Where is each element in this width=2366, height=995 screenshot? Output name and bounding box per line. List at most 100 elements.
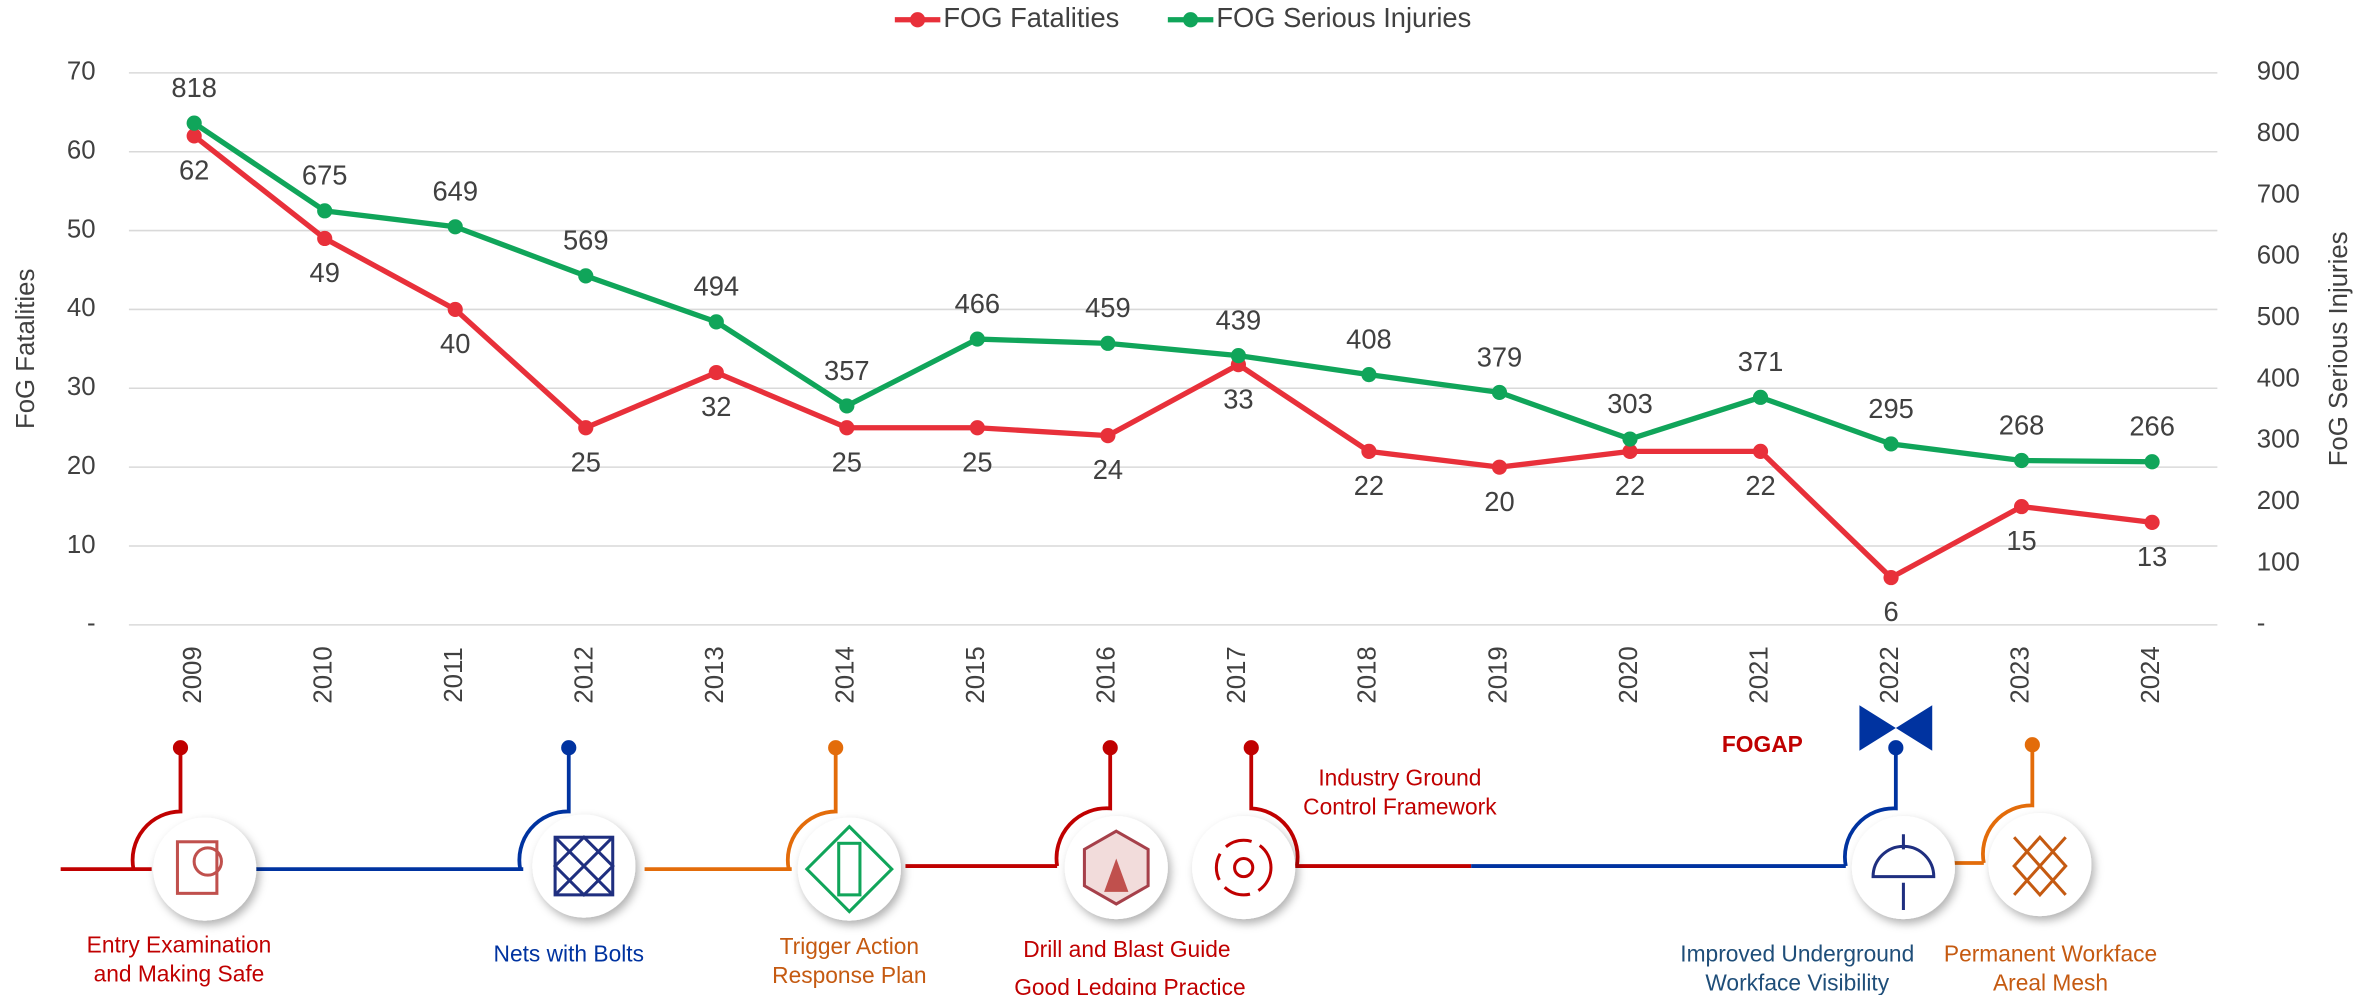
data-label: 32 <box>701 391 731 422</box>
x-tick-label: 2023 <box>2006 646 2034 703</box>
pin <box>1243 740 1259 756</box>
milestone-label: Industry Ground <box>1318 765 1481 791</box>
timeline <box>60 737 2092 921</box>
point <box>317 203 333 219</box>
point <box>1100 428 1116 444</box>
point <box>1361 367 1377 383</box>
pin <box>1888 740 1904 756</box>
milestone-label: Improved Underground <box>1680 941 1914 967</box>
data-label: 6 <box>1883 596 1898 627</box>
legend-label: FOG Fatalities <box>943 2 1119 33</box>
point <box>578 420 594 436</box>
bowtie-icon <box>1859 705 1933 751</box>
data-label: 303 <box>1607 388 1653 419</box>
pin <box>172 740 189 756</box>
y2-tick-label: 200 <box>2257 487 2300 515</box>
point <box>1230 348 1246 364</box>
x-tick-label: 2016 <box>1093 646 1121 703</box>
point <box>1622 443 1638 459</box>
y2-tick-label: 900 <box>2257 58 2300 86</box>
point <box>447 219 463 235</box>
point <box>186 115 202 131</box>
data-label: 357 <box>824 355 870 386</box>
y-axis-title: FoG Fatalities <box>12 269 40 429</box>
point <box>1752 443 1769 459</box>
connector <box>1054 747 1113 867</box>
x-tick-label: 2011 <box>440 647 468 702</box>
legend-marker <box>910 12 926 28</box>
connector <box>1843 747 1898 867</box>
point <box>708 364 724 381</box>
data-label: 24 <box>1093 454 1123 485</box>
y-tick-label: - <box>87 610 96 638</box>
series-line <box>192 120 2153 465</box>
milestone-label: Drill and Blast Guide <box>1023 936 1230 962</box>
data-label: 649 <box>432 176 478 207</box>
data-label: 466 <box>955 288 1001 319</box>
y2-tick-label: 500 <box>2257 303 2300 331</box>
data-label: 371 <box>1738 346 1784 377</box>
y2-tick-label: 800 <box>2257 119 2300 147</box>
milestone-label: Areal Mesh <box>1993 969 2108 995</box>
milestone-label: Workface Visibility <box>1705 969 1889 995</box>
data-label: 49 <box>310 257 340 288</box>
point <box>839 398 855 414</box>
connector <box>1249 747 1300 867</box>
data-label: 459 <box>1085 292 1131 323</box>
data-label: 379 <box>1477 341 1523 372</box>
data-label: 675 <box>302 160 348 191</box>
data-label: 266 <box>2129 411 2175 442</box>
point <box>1491 384 1508 401</box>
data-label: 25 <box>832 446 862 477</box>
point <box>317 230 333 247</box>
point <box>969 420 985 436</box>
legend-label: FOG Serious Injuries <box>1216 2 1471 33</box>
x-tick-label: 2012 <box>571 646 599 703</box>
milestone-label: Trigger Action <box>780 933 920 959</box>
x-tick-label: 2020 <box>1615 646 1643 703</box>
connector <box>785 747 838 870</box>
x-tick-label: 2009 <box>179 646 207 703</box>
data-label: 15 <box>2006 525 2036 556</box>
y2-tick-label: 100 <box>2257 548 2300 576</box>
pin <box>828 740 844 756</box>
data-label: 40 <box>440 328 470 359</box>
data-label: 295 <box>1868 393 1914 424</box>
milestone-label: Permanent Workface <box>1944 941 2157 967</box>
data-label: 33 <box>1223 383 1253 414</box>
x-tick-label: 2022 <box>1876 646 1904 703</box>
point <box>578 268 594 284</box>
point <box>2144 514 2160 530</box>
point <box>708 314 724 330</box>
milestone-label: and Making Safe <box>94 960 265 986</box>
x-tick-label: 2010 <box>310 646 338 703</box>
x-tick-label: 2015 <box>962 646 990 703</box>
y2-tick-label: - <box>2257 610 2266 638</box>
y2-tick-label: 700 <box>2257 180 2300 208</box>
point <box>1883 436 1899 452</box>
point <box>2013 499 2030 515</box>
y-tick-label: 50 <box>67 215 96 243</box>
x-tick-label: 2017 <box>1223 646 1251 703</box>
data-label: 22 <box>1354 470 1384 501</box>
connector <box>517 747 571 870</box>
point <box>1100 335 1116 351</box>
data-label: 25 <box>571 446 601 477</box>
point <box>1752 389 1769 405</box>
data-label: 439 <box>1216 304 1262 335</box>
connector <box>130 747 183 870</box>
data-label: 22 <box>1615 470 1645 501</box>
point <box>447 301 463 318</box>
x-tick-label: 2024 <box>2137 646 2165 703</box>
point <box>1883 569 1899 586</box>
point <box>839 420 855 436</box>
y2-axis-title: FoG Serious Injuries <box>2325 231 2353 466</box>
y2-tick-label: 400 <box>2257 364 2300 392</box>
y-tick-label: 10 <box>67 531 96 559</box>
point <box>1361 443 1377 459</box>
connector <box>1981 744 2035 864</box>
milestone-label: Entry Examination <box>87 931 272 957</box>
y2-tick-label: 600 <box>2257 242 2300 270</box>
data-label: 268 <box>1999 409 2045 440</box>
